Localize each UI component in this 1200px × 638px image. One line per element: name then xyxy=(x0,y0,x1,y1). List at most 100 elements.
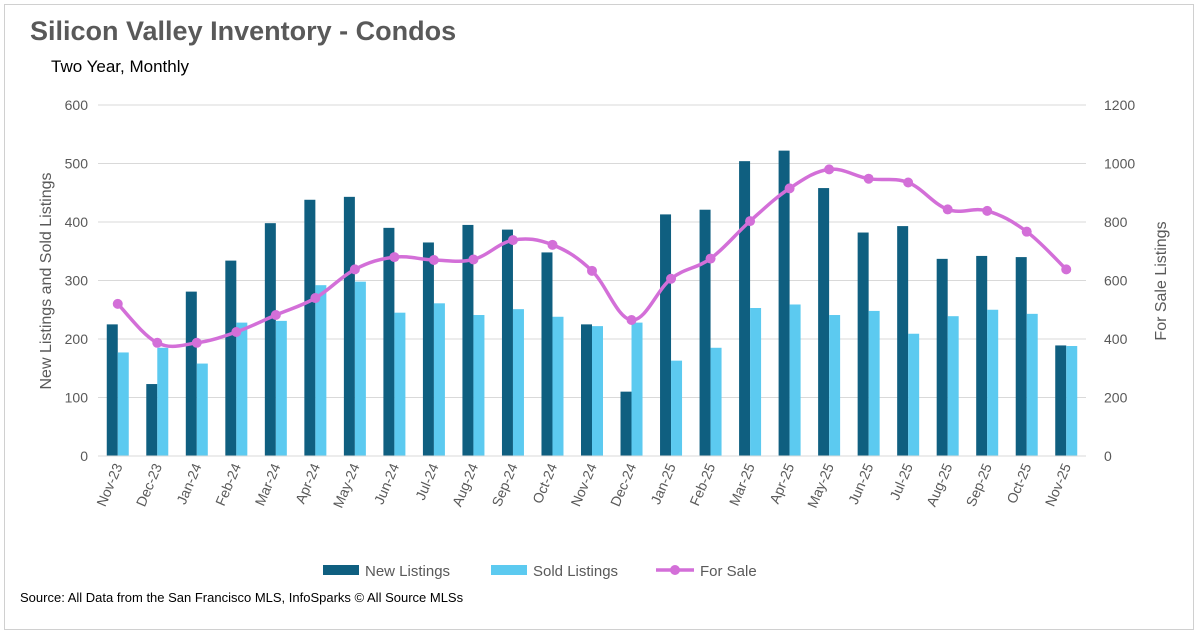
for-sale-point xyxy=(191,337,202,348)
bar-new-listings xyxy=(897,226,909,456)
for-sale-point xyxy=(270,310,281,321)
y2-tick-label: 0 xyxy=(1104,448,1112,464)
bar-sold-listings xyxy=(829,315,841,456)
y2-tick-label: 200 xyxy=(1104,390,1128,406)
y2-tick-label: 1200 xyxy=(1104,97,1135,113)
bar-sold-listings xyxy=(512,309,524,456)
for-sale-point xyxy=(942,204,953,215)
bar-new-listings xyxy=(1055,345,1067,456)
x-tick-label: Feb-24 xyxy=(212,461,244,508)
bar-new-listings xyxy=(462,224,474,456)
x-tick-label: May-24 xyxy=(330,461,363,510)
y2-tick-label: 1000 xyxy=(1104,156,1135,172)
bar-sold-listings xyxy=(315,285,327,456)
for-sale-point xyxy=(310,293,321,304)
for-sale-point xyxy=(626,314,637,325)
bar-new-listings xyxy=(699,209,711,456)
y-tick-label: 300 xyxy=(65,273,89,289)
x-tick-label: Sep-25 xyxy=(963,461,995,509)
y2-tick-label: 800 xyxy=(1104,214,1128,230)
bar-new-listings xyxy=(146,384,158,456)
for-sale-point xyxy=(745,216,756,227)
y-tick-label: 100 xyxy=(65,390,89,406)
y-axis-title: New Listings and Sold Listings xyxy=(38,172,55,389)
for-sale-point xyxy=(428,255,439,266)
legend-swatch-new-listings xyxy=(323,565,359,575)
x-tick-label: Jan-25 xyxy=(647,461,679,507)
bar-sold-listings xyxy=(433,303,445,456)
for-sale-point xyxy=(903,177,914,188)
for-sale-point xyxy=(824,164,835,175)
for-sale-point xyxy=(705,253,716,264)
x-tick-label: Aug-24 xyxy=(449,461,481,509)
bar-new-listings xyxy=(501,229,513,456)
x-tick-label: Jun-24 xyxy=(371,461,403,507)
y2-axis-title: For Sale Listings xyxy=(1153,221,1170,340)
bar-sold-listings xyxy=(473,315,485,456)
for-sale-point xyxy=(863,173,874,184)
for-sale-point xyxy=(152,337,163,348)
bar-sold-listings xyxy=(1026,313,1038,456)
bar-new-listings xyxy=(304,199,316,456)
bar-sold-listings xyxy=(710,347,722,456)
bar-sold-listings xyxy=(947,316,959,456)
x-tick-label: Aug-25 xyxy=(923,461,955,509)
bar-sold-listings xyxy=(987,309,999,456)
bar-sold-listings xyxy=(117,352,129,456)
x-tick-label: Jul-24 xyxy=(412,461,442,503)
for-sale-point xyxy=(507,235,518,246)
y2-tick-label: 600 xyxy=(1104,273,1128,289)
x-tick-label: Mar-24 xyxy=(252,461,284,508)
legend-marker-for-sale xyxy=(670,565,680,575)
legend-swatch-sold-listings xyxy=(491,565,527,575)
bar-sold-listings xyxy=(1066,346,1078,456)
bar-sold-listings xyxy=(631,322,643,456)
bar-new-listings xyxy=(422,242,434,456)
bar-new-listings xyxy=(739,161,751,456)
bar-sold-listings xyxy=(592,326,603,456)
x-tick-label: Oct-24 xyxy=(529,461,560,506)
y-tick-label: 500 xyxy=(65,156,89,172)
for-sale-point xyxy=(547,239,558,250)
bar-new-listings xyxy=(936,258,948,456)
bar-new-listings xyxy=(383,227,395,456)
chart-title: Silicon Valley Inventory - Condos xyxy=(30,16,457,46)
bar-sold-listings xyxy=(552,316,564,456)
for-sale-point xyxy=(1061,264,1072,275)
y-tick-label: 200 xyxy=(65,331,89,347)
bar-sold-listings xyxy=(789,304,801,456)
x-tick-label: Dec-23 xyxy=(133,461,165,509)
bar-new-listings xyxy=(106,324,118,456)
bar-new-listings xyxy=(976,255,988,456)
bar-new-listings xyxy=(581,324,592,456)
x-tick-label: Oct-25 xyxy=(1003,461,1034,506)
for-sale-point xyxy=(468,254,479,265)
bar-new-listings xyxy=(778,150,790,456)
for-sale-line xyxy=(112,164,1072,349)
x-tick-label: Sep-24 xyxy=(488,461,520,509)
bar-sold-listings xyxy=(394,312,406,456)
bar-new-listings xyxy=(1015,257,1027,456)
bar-sold-listings xyxy=(236,322,248,456)
for-sale-point xyxy=(349,264,360,275)
for-sale-point xyxy=(1021,226,1032,237)
y-tick-label: 400 xyxy=(65,214,89,230)
bar-sold-listings xyxy=(275,320,287,456)
bar-new-listings xyxy=(343,196,355,456)
y-tick-label: 600 xyxy=(65,97,89,113)
bar-new-listings xyxy=(660,214,672,456)
x-tick-label: Jul-25 xyxy=(886,461,916,503)
for-sale-point xyxy=(112,298,123,309)
bars xyxy=(106,150,1078,456)
for-sale-path xyxy=(116,167,1068,349)
bar-new-listings xyxy=(857,232,869,456)
bar-new-listings xyxy=(225,260,237,456)
x-tick-label: Apr-25 xyxy=(766,461,797,506)
bar-sold-listings xyxy=(908,333,920,456)
x-tick-label: Apr-24 xyxy=(292,461,323,506)
bar-new-listings xyxy=(264,223,276,456)
bar-sold-listings xyxy=(750,307,762,456)
x-tick-label: May-25 xyxy=(804,461,837,510)
bar-new-listings xyxy=(818,188,830,456)
